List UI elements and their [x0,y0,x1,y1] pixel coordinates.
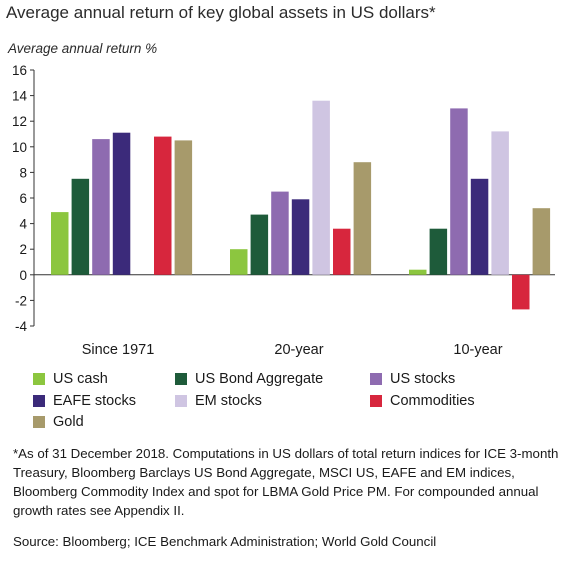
legend-label: US stocks [390,371,456,387]
footnote: *As of 31 December 2018. Computations in… [13,446,559,518]
legend-swatch [33,395,45,407]
y-tick-label: 10 [12,140,27,155]
legend-item-us-bond-aggregate: US Bond Aggregate [175,371,323,387]
bar-eafe-stocks-1 [291,199,310,275]
bars [51,100,551,310]
bar-em-stocks-2 [491,131,509,275]
y-axis-label: Average annual return % [8,41,158,56]
y-tick-label: 4 [19,217,27,232]
legend-swatch [33,373,45,385]
legend-swatch [370,373,382,385]
y-tick-label: 8 [19,165,27,180]
x-category-label: 20-year [274,342,323,358]
legend-swatch [175,395,187,407]
legend-label: Gold [53,414,84,430]
bar-gold-2 [532,208,551,275]
legend-item-gold: Gold [33,414,84,430]
bar-commodities-2 [512,274,530,310]
x-axis: Since 1971 20-year 10-year [82,342,503,358]
y-tick-label: 2 [19,242,27,257]
bar-us-stocks-1 [271,191,289,275]
bar-us-bond-aggregate-0 [71,178,90,275]
bar-us-cash-2 [409,269,427,275]
legend-item-commodities: Commodities [370,393,475,409]
legend-swatch [370,395,382,407]
legend-label: EM stocks [195,393,262,409]
legend-item-us-stocks: US stocks [370,371,455,387]
y-tick-label: -2 [15,293,27,308]
y-tick-label: 6 [19,191,27,206]
y-tick-label: 0 [19,268,27,283]
legend-item-us-cash: US cash [33,371,108,387]
bar-us-cash-0 [51,212,69,275]
x-category-label: Since 1971 [82,342,155,358]
x-category-label: 10-year [453,342,502,358]
legend-swatch [175,373,187,385]
chart-title: Average annual return of key global asse… [6,3,436,22]
y-tick-label: 14 [12,89,28,104]
legend-label: EAFE stocks [53,393,136,409]
bar-us-stocks-0 [92,139,110,275]
bar-eafe-stocks-2 [470,178,489,275]
y-tick-label: 12 [12,114,27,129]
bar-commodities-0 [154,136,172,275]
bar-us-bond-aggregate-2 [429,228,448,275]
bar-chart: -4 -2 0 2 4 6 8 10 12 14 16 Since 1971 20-year 10-ye… [12,63,555,358]
bar-us-bond-aggregate-1 [250,214,269,275]
bar-eafe-stocks-0 [112,132,131,275]
bar-us-cash-1 [230,249,248,275]
bar-us-stocks-2 [450,108,468,275]
legend-item-eafe-stocks: EAFE stocks [33,393,136,409]
legend-label: US cash [53,371,108,387]
y-tick-label: 16 [12,63,27,78]
source-note: Source: Bloomberg; ICE Benchmark Adminis… [13,534,437,549]
legend-item-em-stocks: EM stocks [175,393,262,409]
bar-em-stocks-1 [312,100,330,275]
legend-label: Commodities [390,393,475,409]
legend-swatch [33,416,45,428]
bar-gold-0 [174,140,193,275]
bar-gold-1 [353,162,372,275]
legend-label: US Bond Aggregate [195,371,324,387]
y-tick-label: -4 [15,319,27,334]
bar-commodities-1 [333,228,351,275]
